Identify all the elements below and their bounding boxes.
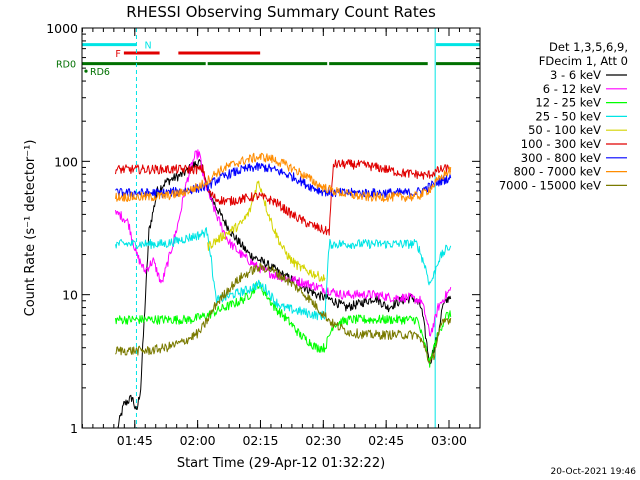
legend-entry-label: 100 - 300 keV	[521, 137, 601, 151]
series-line-3	[115, 227, 452, 321]
y-tick-label: 1000	[46, 21, 78, 36]
legend-entry-label: 7000 - 15000 keV	[499, 178, 601, 192]
series-line-8	[115, 263, 452, 364]
legend-header-line1: Det 1,3,5,6,9,	[549, 40, 628, 54]
flag-label-n: N	[145, 41, 152, 52]
series-line-5	[115, 159, 451, 236]
flag-label-rd6: RD6	[90, 67, 110, 78]
y-tick-label: 10	[62, 288, 78, 303]
legend-entry-label: 6 - 12 keV	[543, 82, 601, 96]
series-line-2	[115, 282, 452, 368]
y-tick-label: 1	[70, 421, 78, 436]
legend-entry-label: 300 - 800 keV	[521, 151, 601, 165]
footer-timestamp: 20-Oct-2021 19:46	[551, 467, 637, 477]
y-tick-label: 100	[54, 154, 78, 169]
series-lines	[115, 149, 452, 428]
series-line-4	[207, 180, 326, 282]
axes: 01:45 02:00 02:15 02:30 02:45 03:00 1 10 100 1000	[46, 21, 480, 448]
series-line-7	[115, 152, 452, 203]
legend: Det 1,3,5,6,9, FDecim 1, Att 0 3 - 6 keV…	[499, 40, 628, 192]
legend-entry-label: 3 - 6 keV	[550, 68, 601, 82]
flag-marker-rd6	[84, 69, 88, 73]
x-tick-label: 02:15	[242, 433, 278, 448]
legend-entry-label: 800 - 7000 keV	[513, 165, 601, 179]
instrument-flag-labels: N F RD0 RD6	[56, 41, 152, 78]
flag-label-rd0: RD0	[56, 60, 76, 71]
x-tick-label: 02:30	[305, 433, 341, 448]
legend-entry-label: 50 - 100 keV	[528, 123, 601, 137]
x-tick-label: 01:45	[117, 433, 153, 448]
legend-entry-label: 12 - 25 keV	[535, 96, 601, 110]
y-axis-label: Count Rate (s⁻¹ detector⁻¹)	[23, 140, 38, 317]
instrument-flags	[82, 43, 480, 66]
attenuator-lines	[135, 28, 480, 428]
x-tick-label: 03:00	[431, 433, 467, 448]
x-tick-label: 02:00	[180, 433, 216, 448]
legend-entry-label: 25 - 50 keV	[535, 109, 601, 123]
series-line-0	[117, 159, 452, 428]
x-axis-label: Start Time (29-Apr-12 01:32:22)	[177, 456, 385, 471]
legend-header-line2: FDecim 1, Att 0	[539, 54, 628, 68]
x-tick-label: 02:45	[368, 433, 404, 448]
chart-title: RHESSI Observing Summary Count Rates	[126, 3, 436, 21]
flag-label-f: F	[115, 49, 120, 60]
